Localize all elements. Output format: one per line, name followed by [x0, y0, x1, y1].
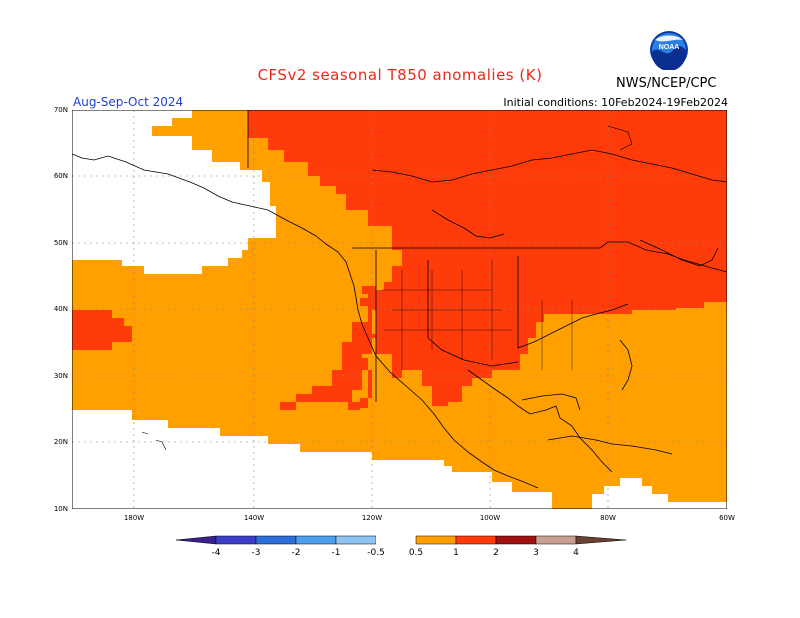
colorbar-label: 2 [493, 548, 499, 558]
forecast-period: Aug-Sep-Oct 2024 [73, 95, 184, 109]
colorbar-swatch [215, 535, 257, 545]
colorbar-low-arrow [176, 535, 217, 545]
colorbar-swatch [495, 535, 537, 545]
colorbar: -4 -3 -2 -1 -0.5 0.5 1 2 3 4 [176, 535, 626, 558]
lon-label-100w: 100W [479, 514, 501, 522]
lat-label-20n: 20N [53, 438, 68, 446]
colorbar-label: 0.5 [409, 548, 423, 558]
colorbar-swatch [455, 535, 497, 545]
noaa-logo-icon: NOAA [650, 31, 688, 70]
lon-label-120w: 120W [361, 514, 383, 522]
lat-label-10n: 10N [53, 505, 68, 513]
lon-label-140w: 140W [243, 514, 265, 522]
colorbar-label: -4 [212, 548, 221, 558]
lon-label-60w: 60W [719, 514, 735, 522]
colorbar-swatch [335, 535, 377, 545]
lat-label-30n: 30N [53, 372, 68, 380]
colorbar-swatch [376, 536, 416, 544]
lat-label-50n: 50N [53, 239, 68, 247]
chart-title: CFSv2 seasonal T850 anomalies (K) [257, 66, 543, 84]
agency-label: NWS/NCEP/CPC [616, 76, 717, 91]
colorbar-label: 4 [573, 548, 579, 558]
lat-label-60n: 60N [53, 172, 68, 180]
anomaly-map [72, 110, 727, 509]
lon-label-80w: 80W [600, 514, 616, 522]
colorbar-swatch [295, 535, 337, 545]
colorbar-label: -0.5 [367, 548, 385, 558]
lat-label-40n: 40N [53, 305, 68, 313]
logo-text: NOAA [659, 44, 680, 51]
lon-label-180w: 180W [123, 514, 145, 522]
colorbar-high-arrow [575, 535, 626, 545]
colorbar-label: -3 [252, 548, 261, 558]
colorbar-swatch [255, 535, 297, 545]
lat-label-70n: 70N [53, 106, 68, 114]
colorbar-label: 3 [533, 548, 539, 558]
colorbar-label: -1 [332, 548, 341, 558]
colorbar-label: -2 [292, 548, 301, 558]
initial-conditions: Initial conditions: 10Feb2024-19Feb2024 [503, 96, 728, 109]
colorbar-swatch [535, 535, 577, 545]
colorbar-swatch [415, 535, 457, 545]
colorbar-label: 1 [453, 548, 459, 558]
